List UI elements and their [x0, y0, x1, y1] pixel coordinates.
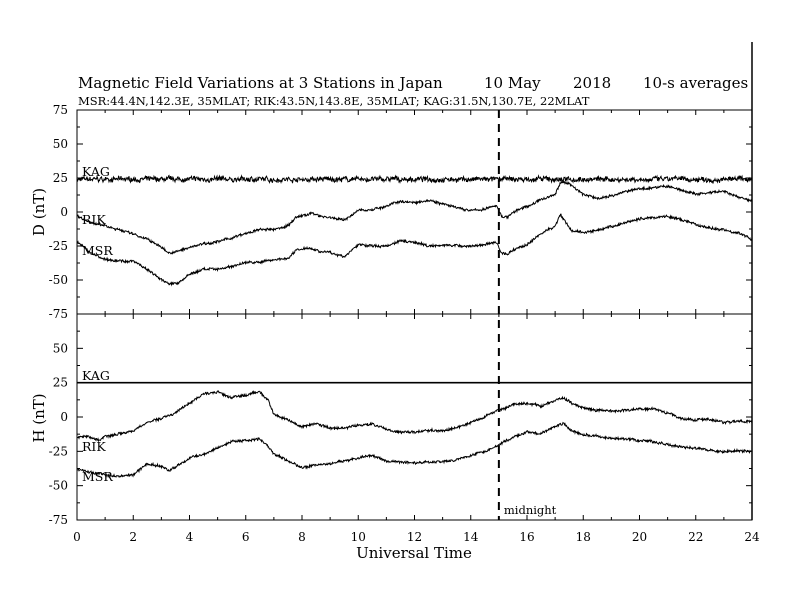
x-tick-label: 14 [463, 530, 479, 544]
data-series [76, 174, 753, 478]
d-label-kag: KAG [82, 164, 110, 179]
x-tick-label: 24 [744, 530, 760, 544]
y-tick-label: -25 [49, 239, 68, 253]
x-tick-label: 20 [632, 530, 647, 544]
x-tick-label: 0 [73, 530, 81, 544]
y-tick-label: 0 [60, 205, 68, 219]
x-tick-label: 18 [576, 530, 591, 544]
y-tick-label: -75 [49, 513, 68, 527]
y-tick-label: -25 [49, 444, 68, 458]
chart-date: 10 May [484, 74, 541, 92]
d-series-msr [76, 213, 753, 287]
x-tick-label: 8 [298, 530, 306, 544]
d-label-msr: MSR [82, 243, 113, 258]
x-tick-label: 12 [407, 530, 422, 544]
station-coordinates: MSR:44.4N,142.3E, 35MLAT; RIK:43.5N,143.… [78, 94, 590, 108]
axis-ticks: 0 2 4 6 8 10 12 14 16 18 20 22 247550250-25-50-75502… [49, 103, 760, 544]
y-tick-label: 50 [53, 341, 68, 355]
y-tick-label: 25 [53, 171, 68, 185]
y-tick-label: 25 [53, 376, 68, 390]
x-tick-label: 10 [351, 530, 366, 544]
y-tick-label: -50 [49, 273, 68, 287]
h-axis-title: H (nT) [30, 393, 48, 442]
d-series-rik [76, 179, 753, 255]
h-label-kag: KAG [82, 368, 110, 383]
chart-averaging: 10-s averages [643, 74, 748, 92]
h-series-rik [76, 390, 753, 443]
d-axis-title: D (nT) [30, 188, 48, 236]
h-label-msr: MSR [82, 469, 113, 484]
midnight-label: midnight [504, 503, 557, 517]
y-tick-label: -50 [49, 479, 68, 493]
x-tick-label: 22 [688, 530, 703, 544]
chart-year: 2018 [573, 74, 611, 92]
d-label-rik: RIK [82, 212, 106, 227]
y-tick-label: 0 [60, 410, 68, 424]
chart-title: Magnetic Field Variations at 3 Stations … [78, 74, 443, 92]
y-tick-label: -75 [49, 307, 68, 321]
d-series-kag [76, 174, 753, 184]
x-tick-label: 16 [519, 530, 534, 544]
y-tick-label: 75 [53, 103, 68, 117]
x-tick-label: 4 [186, 530, 194, 544]
y-tick-label: 50 [53, 137, 68, 151]
h-label-rik: RIK [82, 439, 106, 454]
h-series-msr [76, 421, 753, 478]
x-axis-title: Universal Time [356, 544, 472, 562]
x-tick-label: 2 [129, 530, 137, 544]
x-tick-label: 6 [242, 530, 250, 544]
